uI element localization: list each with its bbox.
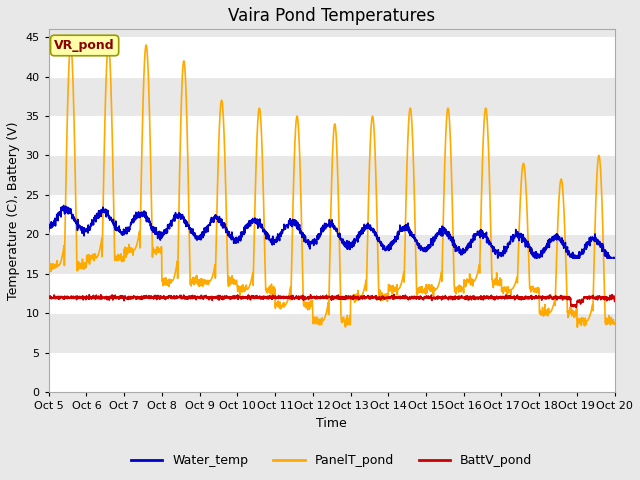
Bar (49, 156, 614, 195)
Title: Vaira Pond Temperatures: Vaira Pond Temperatures (228, 7, 435, 25)
Y-axis label: Temperature (C), Battery (V): Temperature (C), Battery (V) (7, 121, 20, 300)
Bar (49, 195, 614, 234)
X-axis label: Time: Time (316, 417, 347, 430)
Bar (49, 37, 614, 77)
Bar (49, 77, 614, 116)
Bar (49, 353, 614, 392)
Bar (49, 234, 614, 274)
Legend: Water_temp, PanelT_pond, BattV_pond: Water_temp, PanelT_pond, BattV_pond (126, 449, 537, 472)
Bar (49, 0, 614, 37)
Bar (49, 116, 614, 156)
Text: VR_pond: VR_pond (54, 39, 115, 52)
Bar (49, 313, 614, 353)
Bar (49, 274, 614, 313)
